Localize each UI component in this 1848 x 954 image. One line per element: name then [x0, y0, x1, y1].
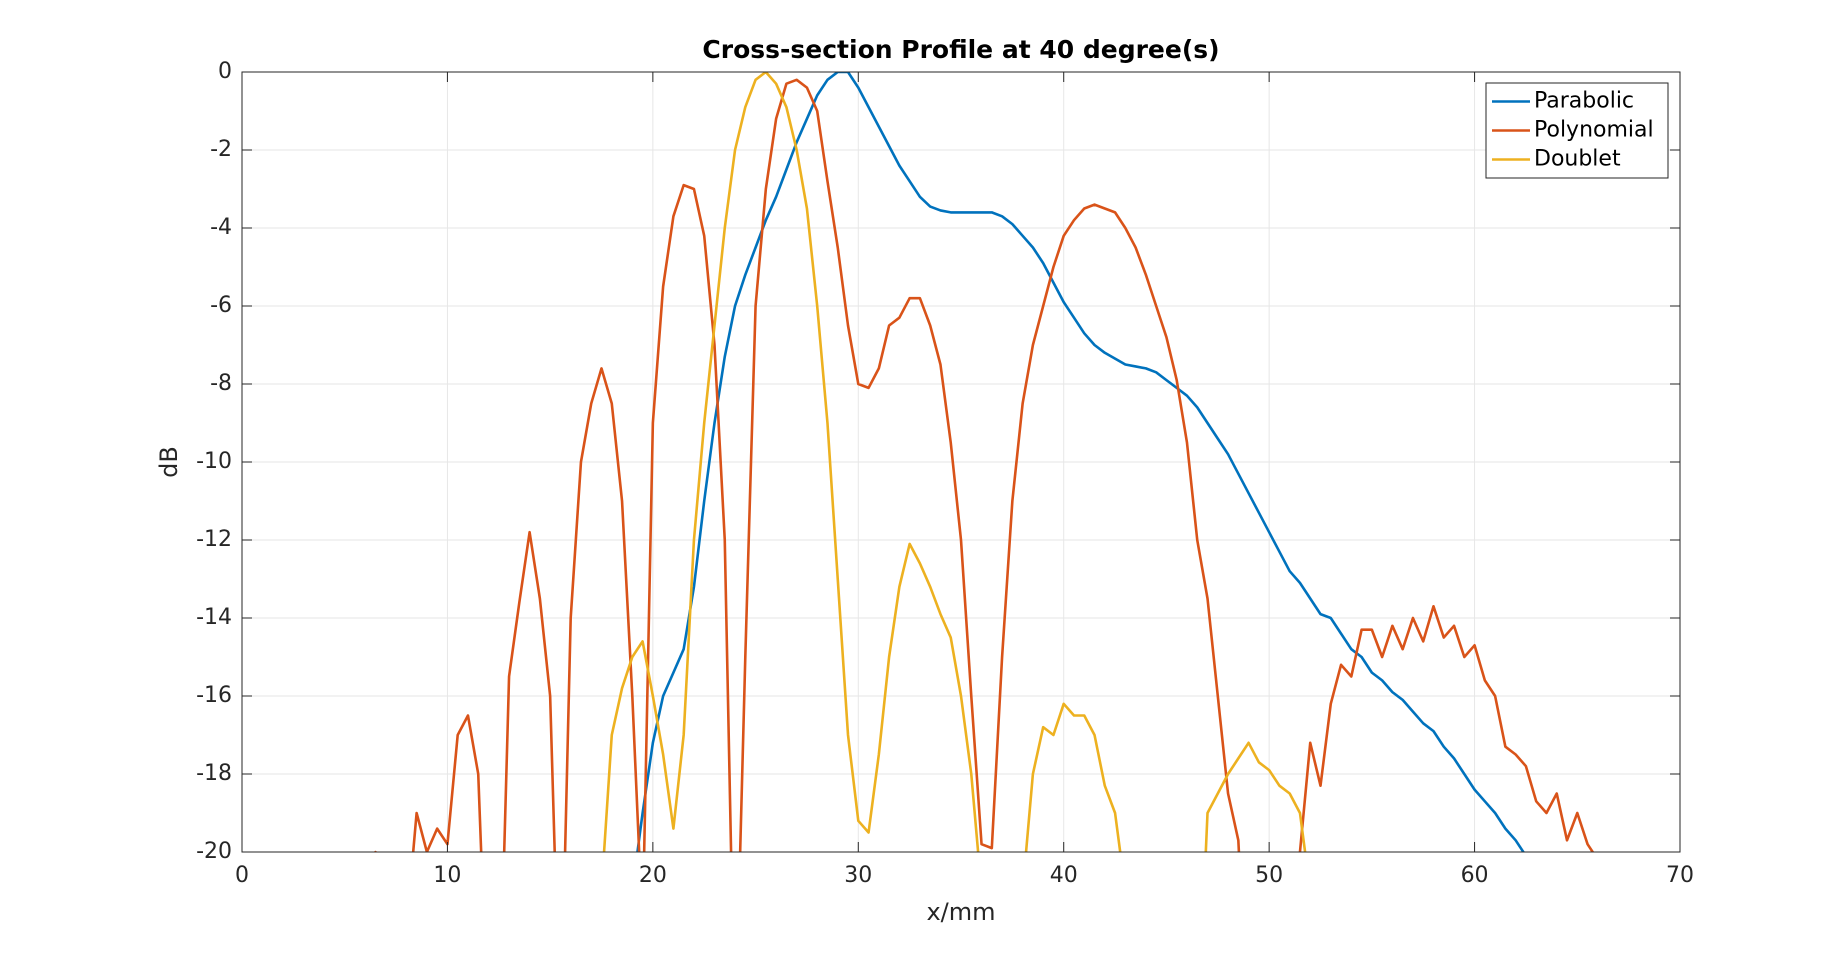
legend-label: Parabolic	[1534, 89, 1634, 114]
legend-label: Doublet	[1534, 147, 1621, 172]
series-line	[602, 72, 1307, 852]
series-line	[374, 78, 1595, 852]
y-tick-label: -8	[210, 371, 232, 396]
x-tick-label: 60	[1461, 863, 1489, 888]
x-tick-label: 50	[1255, 863, 1283, 888]
y-tick-label: 0	[218, 59, 232, 84]
legend: Parabolic Polynomial Doublet	[1485, 82, 1669, 179]
ticks: 0 10 20 30 40 50 60 70-20-18-16-14-12-10-8-6-4-…	[196, 59, 1694, 888]
y-tick-label: -4	[210, 215, 232, 240]
y-tick-label: -10	[196, 449, 232, 474]
y-tick-label: -6	[210, 293, 232, 318]
x-tick-label: 10	[433, 863, 461, 888]
y-tick-label: -12	[196, 527, 232, 552]
y-tick-label: -18	[196, 761, 232, 786]
y-tick-label: -20	[196, 839, 232, 864]
x-tick-label: 40	[1050, 863, 1078, 888]
y-axis-label: dB	[155, 446, 183, 478]
legend-label: Polynomial	[1534, 118, 1654, 143]
lines	[374, 72, 1595, 852]
x-tick-label: 70	[1666, 863, 1694, 888]
series-line	[636, 72, 1525, 852]
chart-title: Cross-section Profile at 40 degree(s)	[702, 35, 1219, 64]
y-tick-label: -14	[196, 605, 232, 630]
x-tick-label: 30	[844, 863, 872, 888]
x-axis-label: x/mm	[926, 898, 995, 926]
x-tick-label: 0	[235, 863, 249, 888]
x-tick-label: 20	[639, 863, 667, 888]
y-tick-label: -2	[210, 137, 232, 162]
y-tick-label: -16	[196, 683, 232, 708]
